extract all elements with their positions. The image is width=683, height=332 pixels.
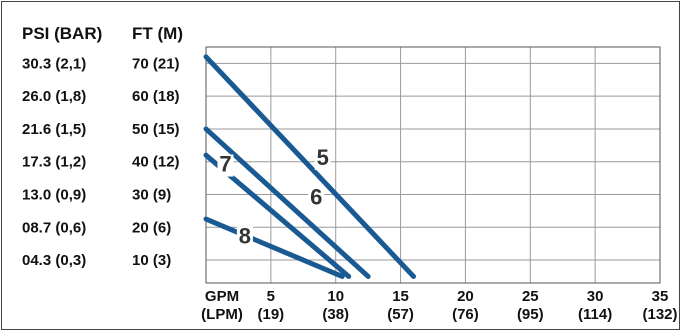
x-unit-gpm: GPM <box>205 288 239 305</box>
curve-label-6: 6 <box>310 184 322 209</box>
ft-tick-label: 60 (18) <box>132 88 180 105</box>
psi-header: PSI (BAR) <box>22 24 102 43</box>
gpm-tick-label: 5 <box>267 288 275 305</box>
lpm-tick-label: (57) <box>387 306 414 323</box>
psi-tick-label: 21.6 (1,5) <box>22 121 86 138</box>
curve-labels: 5 6 7 8 <box>217 145 331 249</box>
lpm-tick-label: (132) <box>642 306 677 323</box>
y-axis-labels: 30.3 (2,1) 70 (21) 26.0 (1,8) 60 (18) 21.6 (… <box>22 55 180 269</box>
psi-tick-label: 26.0 (1,8) <box>22 88 86 105</box>
lpm-tick-label: (95) <box>517 306 544 323</box>
lpm-tick-label: (76) <box>452 306 479 323</box>
gpm-tick-label: 35 <box>652 288 669 305</box>
x-axis-labels: GPM (LPM) 5(19) 10(38) 15(57) 20(76) 25(95) 3… <box>201 288 677 323</box>
ft-tick-label: 30 (9) <box>132 187 171 204</box>
curve-label-7: 7 <box>219 152 231 177</box>
gpm-tick-label: 30 <box>587 288 604 305</box>
lpm-tick-label: (38) <box>322 306 349 323</box>
psi-tick-label: 08.7 (0,6) <box>22 219 86 236</box>
ft-tick-label: 70 (21) <box>132 55 180 72</box>
ft-header: FT (M) <box>132 24 183 43</box>
series-line-6 <box>203 126 371 279</box>
gpm-tick-label: 25 <box>522 288 539 305</box>
series-line-5 <box>203 54 417 279</box>
ft-tick-label: 40 (12) <box>132 154 180 171</box>
ft-tick-label: 10 (3) <box>132 252 171 269</box>
gpm-tick-label: 15 <box>392 288 409 305</box>
lpm-tick-label: (114) <box>578 306 612 323</box>
x-unit-lpm: (LPM) <box>201 306 243 323</box>
curve-label-5: 5 <box>317 145 329 170</box>
curve-label-8: 8 <box>239 224 251 249</box>
psi-tick-label: 30.3 (2,1) <box>22 55 86 72</box>
psi-tick-label: 04.3 (0,3) <box>22 252 86 269</box>
ft-tick-label: 20 (6) <box>132 219 171 236</box>
gpm-tick-label: 10 <box>327 288 344 305</box>
psi-tick-label: 13.0 (0,9) <box>22 187 86 204</box>
lpm-tick-label: (19) <box>258 306 285 323</box>
curve-label-bg-7 <box>217 154 234 177</box>
series-line-8 <box>203 216 345 279</box>
psi-tick-label: 17.3 (1,2) <box>22 154 86 171</box>
curve-label-bg-6 <box>308 187 325 210</box>
curve-label-bg-8 <box>236 226 253 249</box>
ft-tick-label: 50 (15) <box>132 121 180 138</box>
gpm-tick-label: 20 <box>457 288 474 305</box>
curve-label-bg-5 <box>314 148 331 170</box>
plot-border <box>205 46 661 284</box>
